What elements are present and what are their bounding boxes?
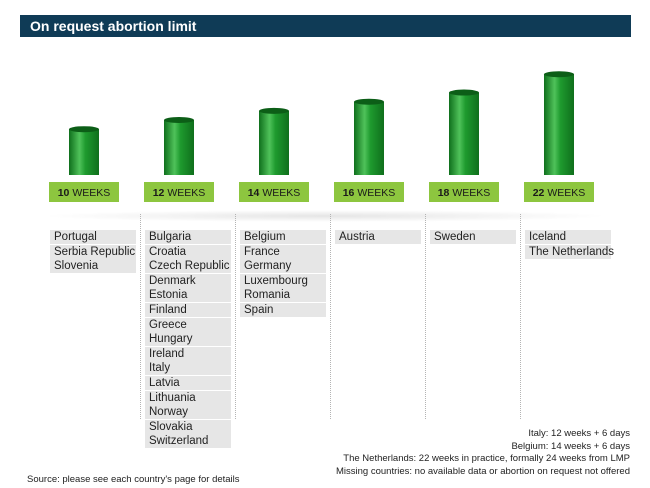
country-item: Switzerland xyxy=(145,434,231,449)
country-item: France xyxy=(240,244,326,260)
category-label: 10 WEEKS xyxy=(58,187,111,199)
country-item: Portugal xyxy=(50,230,136,245)
note-missing: Missing countries: no available data or … xyxy=(336,466,630,478)
country-item: Greece xyxy=(145,317,231,333)
bar-cap-12 xyxy=(164,117,194,124)
category-label: 22 WEEKS xyxy=(533,187,586,199)
country-column-4: Austria xyxy=(335,230,421,245)
country-item: Bulgaria xyxy=(145,230,231,245)
chart-title: On request abortion limit xyxy=(30,18,197,34)
country-item: Iceland xyxy=(525,230,611,245)
country-column-1: Portugal Serbia Republic Slovenia xyxy=(50,230,136,274)
category-label-box xyxy=(49,182,119,202)
country-item: Denmark xyxy=(145,273,231,289)
country-item: Estonia xyxy=(145,288,231,303)
column-divider xyxy=(425,214,426,419)
country-item: Croatia xyxy=(145,244,231,260)
country-item: Spain xyxy=(240,302,326,318)
category-label-box xyxy=(524,182,594,202)
bar-cap-18 xyxy=(449,89,479,96)
category-label: 18 WEEKS xyxy=(438,187,491,199)
bar-16-weeks xyxy=(354,101,384,175)
source-note: Source: please see each country's page f… xyxy=(27,474,240,485)
notes: Italy: 12 weeks + 6 days Belgium: 14 wee… xyxy=(336,428,630,479)
category-label: 16 WEEKS xyxy=(343,187,396,199)
country-column-2: Bulgaria Croatia Czech Republic Denmark Esto… xyxy=(145,230,231,449)
note-belgium: Belgium: 14 weeks + 6 days xyxy=(511,440,630,452)
category-label-box xyxy=(239,182,309,202)
country-item: Lithuania xyxy=(145,390,231,406)
column-divider xyxy=(235,214,236,419)
category-label-box xyxy=(334,182,404,202)
bar-cap-16 xyxy=(354,98,384,105)
title-bar: On request abortion limit xyxy=(20,15,631,37)
country-item: Romania xyxy=(240,288,326,303)
country-item: Italy xyxy=(145,361,231,376)
category-label-box xyxy=(429,182,499,202)
bar-cap-10 xyxy=(69,126,99,133)
baseline-shadow xyxy=(40,210,610,222)
country-item: Belgium xyxy=(240,230,326,245)
note-netherlands: The Netherlands: 22 weeks in practice, f… xyxy=(343,453,630,465)
column-divider xyxy=(520,214,521,419)
country-item: Sweden xyxy=(430,230,516,245)
country-item: Norway xyxy=(145,405,231,420)
country-item: Czech Republic xyxy=(145,259,231,274)
bar-12-weeks xyxy=(164,120,194,175)
country-item: Germany xyxy=(240,259,326,274)
country-item: Latvia xyxy=(145,375,231,391)
country-item: Slovakia xyxy=(145,419,231,435)
category-label: 12 WEEKS xyxy=(153,187,206,199)
bar-14-weeks xyxy=(259,110,289,175)
column-divider xyxy=(140,214,141,419)
country-item: Finland xyxy=(145,302,231,318)
column-divider xyxy=(330,214,331,419)
country-item: Slovenia xyxy=(50,259,136,274)
country-column-5: Sweden xyxy=(430,230,516,245)
country-item: Ireland xyxy=(145,346,231,362)
country-item: The Netherlands xyxy=(525,244,614,260)
bar-cap-14 xyxy=(259,107,289,114)
bar-chart: 10 WEEKS 12 WEEKS 14 WEEKS 16 WEEKS 18 WEEKS… xyxy=(49,71,594,202)
country-item: Hungary xyxy=(145,332,231,347)
country-item: Austria xyxy=(335,230,421,245)
country-item: Luxembourg xyxy=(240,273,326,289)
category-label: 14 WEEKS xyxy=(248,187,301,199)
country-column-6: Iceland The Netherlands xyxy=(525,230,614,260)
bar-22-weeks xyxy=(544,74,574,175)
country-item: Serbia Republic xyxy=(50,244,136,260)
country-column-3: Belgium France Germany Luxembourg Romania Spa… xyxy=(240,230,326,318)
category-label-box xyxy=(144,182,214,202)
bar-18-weeks xyxy=(449,92,479,175)
note-italy: Italy: 12 weeks + 6 days xyxy=(528,428,630,439)
bar-10-weeks xyxy=(69,129,99,175)
bar-cap-22 xyxy=(544,71,574,78)
